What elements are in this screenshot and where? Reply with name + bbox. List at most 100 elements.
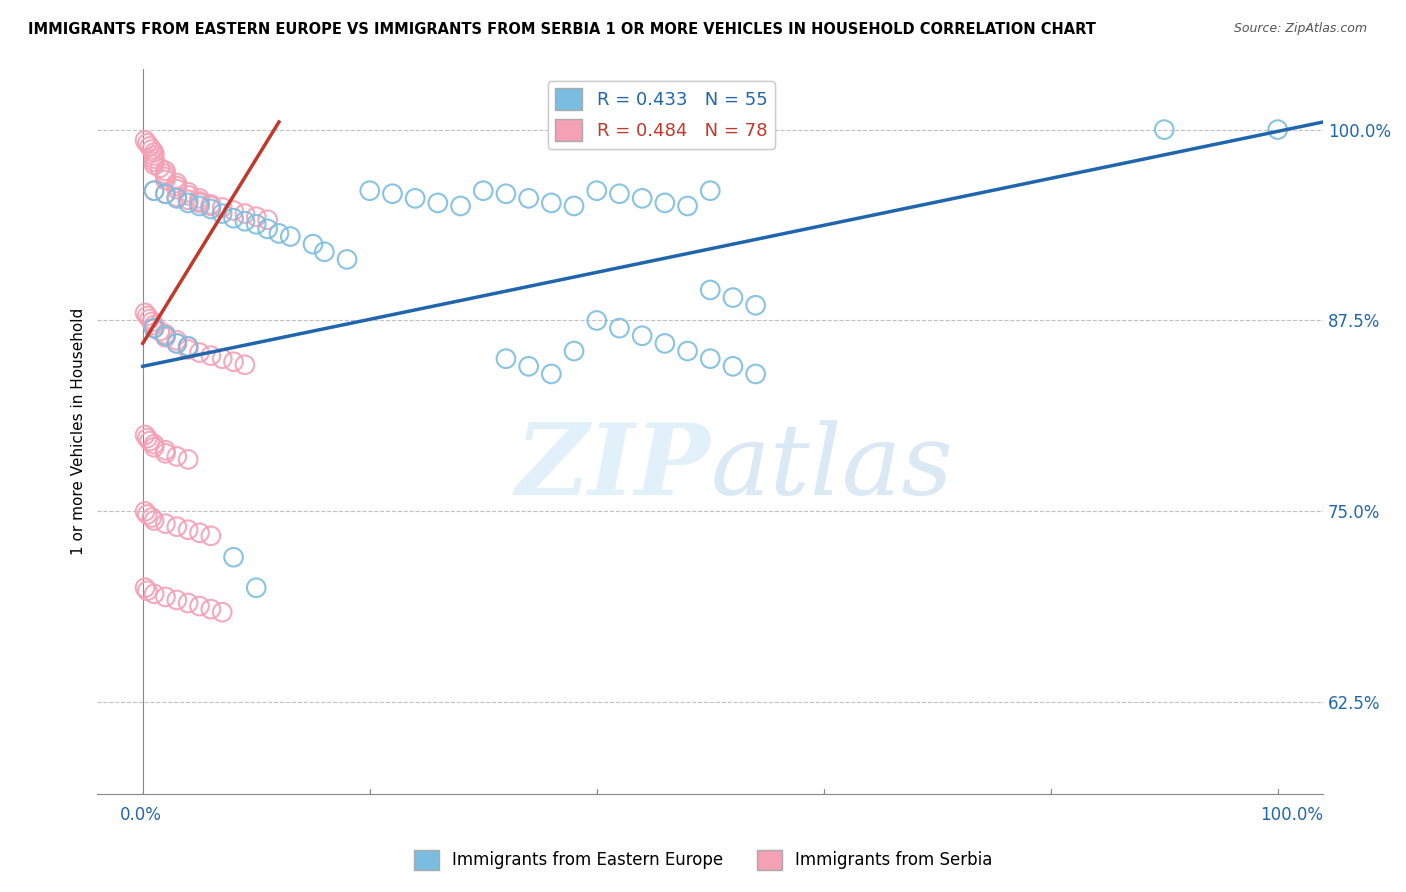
- Point: [155, 328, 177, 343]
- Point: [188, 195, 211, 210]
- Point: [676, 344, 699, 359]
- Point: [200, 529, 222, 543]
- Point: [699, 184, 721, 198]
- Point: [631, 328, 654, 343]
- Point: [143, 158, 166, 172]
- Point: [155, 443, 177, 458]
- Point: [211, 201, 233, 215]
- Point: [134, 581, 156, 595]
- Point: [177, 185, 200, 199]
- Point: [744, 298, 766, 312]
- Point: [166, 336, 188, 351]
- Point: [138, 139, 160, 153]
- Point: [654, 336, 676, 351]
- Point: [143, 440, 166, 454]
- Point: [155, 516, 177, 531]
- Point: [200, 349, 222, 363]
- Point: [540, 195, 562, 210]
- Point: [177, 596, 200, 610]
- Point: [138, 312, 160, 326]
- Point: [233, 206, 256, 220]
- Point: [245, 210, 267, 224]
- Point: [222, 211, 245, 226]
- Point: [166, 182, 188, 196]
- Point: [141, 510, 163, 524]
- Point: [166, 336, 188, 351]
- Point: [721, 291, 744, 305]
- Point: [166, 593, 188, 607]
- Point: [134, 133, 156, 147]
- Point: [562, 344, 585, 359]
- Point: [699, 351, 721, 366]
- Text: Source: ZipAtlas.com: Source: ZipAtlas.com: [1233, 22, 1367, 36]
- Point: [143, 184, 166, 198]
- Point: [143, 148, 166, 162]
- Point: [166, 519, 188, 533]
- Point: [302, 237, 325, 252]
- Point: [155, 164, 177, 178]
- Point: [143, 154, 166, 169]
- Point: [381, 186, 404, 201]
- Point: [404, 191, 426, 205]
- Legend: Immigrants from Eastern Europe, Immigrants from Serbia: Immigrants from Eastern Europe, Immigran…: [408, 843, 998, 877]
- Point: [267, 227, 290, 241]
- Point: [166, 191, 188, 205]
- Point: [200, 197, 222, 211]
- Point: [609, 321, 631, 335]
- Point: [256, 212, 278, 227]
- Point: [631, 191, 654, 205]
- Point: [222, 203, 245, 218]
- Point: [188, 599, 211, 613]
- Point: [721, 359, 744, 374]
- Point: [585, 313, 607, 327]
- Point: [336, 252, 359, 267]
- Point: [134, 428, 156, 442]
- Point: [495, 351, 517, 366]
- Text: ZIP: ZIP: [515, 419, 710, 516]
- Point: [233, 358, 256, 372]
- Point: [149, 324, 172, 338]
- Point: [134, 504, 156, 518]
- Point: [143, 514, 166, 528]
- Point: [155, 327, 177, 342]
- Text: IMMIGRANTS FROM EASTERN EUROPE VS IMMIGRANTS FROM SERBIA 1 OR MORE VEHICLES IN H: IMMIGRANTS FROM EASTERN EUROPE VS IMMIGR…: [28, 22, 1097, 37]
- Point: [177, 188, 200, 202]
- Point: [136, 309, 159, 323]
- Point: [278, 229, 301, 244]
- Text: 100.0%: 100.0%: [1260, 806, 1323, 824]
- Point: [585, 184, 607, 198]
- Point: [177, 343, 200, 357]
- Point: [136, 431, 159, 445]
- Point: [200, 199, 222, 213]
- Point: [200, 202, 222, 216]
- Point: [155, 186, 177, 201]
- Point: [609, 186, 631, 201]
- Point: [166, 334, 188, 348]
- Point: [155, 446, 177, 460]
- Point: [188, 525, 211, 540]
- Point: [676, 199, 699, 213]
- Point: [359, 184, 381, 198]
- Point: [222, 355, 245, 369]
- Point: [314, 244, 336, 259]
- Point: [138, 434, 160, 449]
- Point: [245, 217, 267, 231]
- Point: [136, 136, 159, 151]
- Point: [200, 602, 222, 616]
- Point: [155, 330, 177, 344]
- Point: [1267, 122, 1289, 136]
- Point: [517, 191, 540, 205]
- Point: [166, 190, 188, 204]
- Point: [211, 351, 233, 366]
- Point: [177, 339, 200, 353]
- Point: [177, 195, 200, 210]
- Point: [177, 452, 200, 467]
- Point: [699, 283, 721, 297]
- Point: [540, 367, 562, 381]
- Point: [143, 145, 166, 160]
- Point: [155, 186, 177, 201]
- Point: [222, 550, 245, 565]
- Point: [143, 437, 166, 451]
- Point: [188, 194, 211, 209]
- Point: [143, 321, 166, 335]
